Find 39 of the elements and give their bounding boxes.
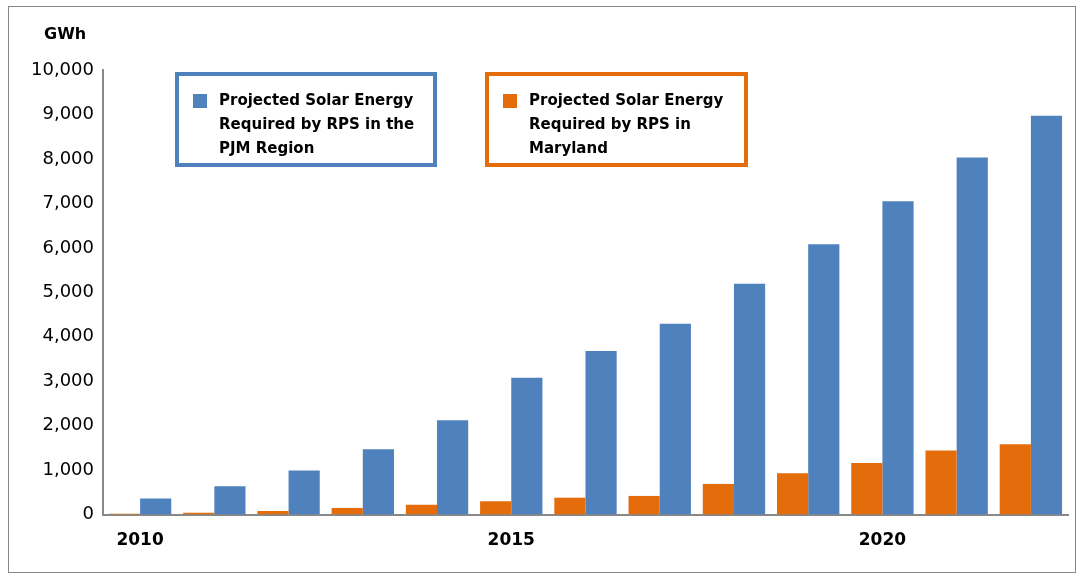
x-tick-label: 2020 [858, 529, 907, 550]
y-tick-label: 3,000 [42, 368, 94, 390]
x-tick-label: 2010 [116, 529, 164, 550]
bar [628, 495, 660, 515]
bar [480, 501, 512, 515]
legend-label: Projected Solar Energy Required by RPS in Maryland [529, 91, 724, 157]
bar [140, 498, 172, 515]
y-tick-label: 6,000 [42, 235, 94, 257]
bar [288, 470, 320, 515]
x-tick-label: 2015 [487, 529, 535, 550]
legend-label: Projected Solar Energy Required by RPS in the PJM Region [219, 91, 415, 157]
y-tick-label: 5,000 [42, 279, 94, 301]
bar [659, 323, 691, 515]
bar [554, 497, 586, 515]
y-axis-title: GWh [44, 24, 87, 43]
y-tick-label: 0 [82, 502, 94, 524]
y-tick-label: 8,000 [42, 146, 94, 168]
bar [511, 377, 543, 515]
bar [808, 244, 840, 515]
y-tick-label: 4,000 [42, 324, 94, 346]
bar [956, 157, 988, 515]
y-tick-label: 2,000 [42, 413, 94, 435]
bar [437, 420, 469, 515]
bar [999, 444, 1031, 515]
bar [777, 473, 809, 515]
y-tick-label: 9,000 [42, 102, 94, 124]
y-tick-label: 1,000 [42, 457, 94, 479]
bar [1030, 115, 1063, 515]
bar [214, 486, 246, 515]
bar [882, 201, 914, 515]
y-tick-label: 10,000 [31, 57, 94, 79]
bar [851, 463, 883, 515]
bar [925, 450, 957, 515]
bar [585, 350, 617, 515]
y-tick-label: 7,000 [42, 191, 94, 213]
bar [362, 449, 394, 515]
bar [405, 504, 438, 515]
bar [702, 483, 734, 515]
bar [733, 283, 766, 515]
